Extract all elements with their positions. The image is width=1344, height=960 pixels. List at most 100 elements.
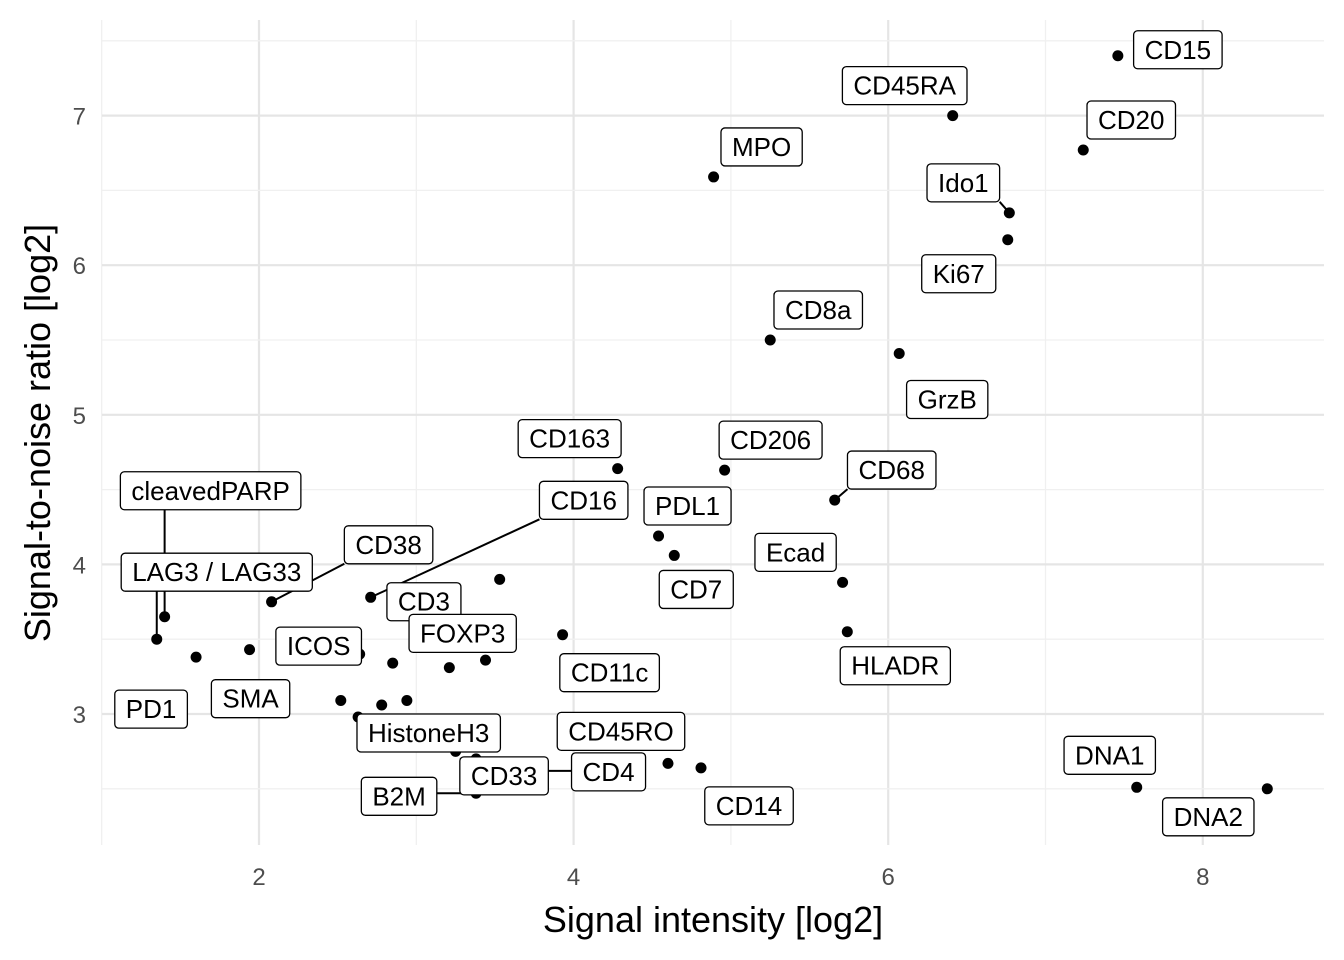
- point-label: CD45RA: [841, 65, 968, 106]
- point-label-text: CD45RO: [568, 716, 673, 746]
- y-tick-label: 4: [73, 552, 86, 579]
- point-label-box: [905, 379, 989, 420]
- point-label-text: B2M: [372, 781, 425, 811]
- point-label-box: [718, 420, 823, 460]
- point-label-text: CD20: [1098, 105, 1164, 135]
- data-point: [1002, 234, 1014, 246]
- point-label-box: [841, 65, 968, 106]
- x-tick-labels: 2 4 6 8: [252, 864, 1209, 891]
- x-tick-label: 8: [1196, 864, 1209, 891]
- point-label-text: PDL1: [655, 491, 720, 521]
- data-point: [443, 662, 455, 674]
- point-label-text: CD206: [730, 425, 811, 455]
- point-label-text: Ido1: [938, 168, 989, 198]
- point-label-box: [926, 163, 1001, 203]
- point-label-text: ICOS: [287, 631, 351, 661]
- data-point: [401, 695, 413, 707]
- x-axis-title: Signal intensity [log2]: [543, 899, 883, 940]
- point-label-text: CD68: [858, 455, 924, 485]
- point-label: CD8a: [773, 290, 864, 330]
- point-label-box: [517, 419, 622, 459]
- point-label: CD14: [704, 786, 794, 826]
- data-point: [190, 651, 202, 663]
- y-tick-label: 5: [73, 403, 86, 430]
- point-label-box: [459, 756, 549, 796]
- data-point: [662, 757, 674, 769]
- data-point: [1131, 781, 1143, 793]
- point-label-text: CD8a: [785, 295, 852, 325]
- data-point: [1261, 783, 1273, 795]
- point-label-text: CD38: [355, 530, 421, 560]
- grid-lines: [101, 20, 1324, 845]
- y-axis-title: Signal-to-noise ratio [log2]: [17, 224, 58, 642]
- point-label: CD7: [658, 569, 734, 610]
- point-labels: CD15 CD45RA CD20 MPO Ido1 Ki67 CD8a GrzB CD163 CD…: [114, 30, 1255, 837]
- data-point: [266, 596, 278, 608]
- point-label-box: [356, 713, 502, 753]
- y-tick-label: 3: [73, 702, 86, 729]
- point-label-box: [720, 127, 803, 167]
- point-label: HistoneH3: [356, 713, 502, 753]
- point-label: CD3: [386, 582, 462, 622]
- point-label: DNA1: [1063, 735, 1157, 775]
- x-tick-label: 4: [567, 864, 580, 891]
- point-label-text: MPO: [732, 132, 791, 162]
- point-label: B2M: [360, 776, 438, 816]
- data-point: [837, 576, 849, 588]
- data-point: [365, 591, 377, 603]
- data-point: [764, 334, 776, 346]
- point-label-text: PD1: [126, 694, 177, 724]
- point-label-box: [408, 613, 517, 654]
- data-point: [708, 171, 720, 183]
- data-point: [376, 699, 388, 711]
- point-label-box: [704, 786, 794, 826]
- point-label-text: DNA1: [1075, 740, 1144, 770]
- point-label: CD68: [846, 450, 937, 490]
- y-tick-labels: 3 4 5 6 7: [73, 104, 86, 729]
- data-point: [947, 110, 959, 122]
- point-label: HLADR: [839, 646, 952, 686]
- data-point: [668, 549, 680, 561]
- point-label-box: [754, 532, 837, 573]
- point-label: Ido1: [926, 163, 1001, 203]
- point-label-text: Ki67: [933, 259, 985, 289]
- point-label: Ecad: [754, 532, 837, 573]
- point-label-box: [921, 254, 997, 294]
- data-point: [151, 633, 163, 645]
- point-label-text: CD4: [583, 757, 635, 787]
- point-label-text: CD16: [550, 485, 616, 515]
- point-label-text: CD7: [670, 574, 722, 604]
- point-label-text: CD14: [716, 791, 782, 821]
- point-label-text: FOXP3: [420, 618, 505, 648]
- point-label: CD206: [718, 420, 823, 460]
- point-label-box: [360, 776, 438, 816]
- point-label-box: [119, 471, 302, 511]
- point-label: DNA2: [1161, 797, 1255, 837]
- data-point: [695, 762, 707, 774]
- point-label-box: [1086, 100, 1177, 140]
- y-tick-label: 7: [73, 104, 86, 131]
- data-point: [612, 463, 624, 475]
- point-label-box: [570, 752, 647, 792]
- data-point: [159, 611, 171, 623]
- point-label-text: HLADR: [851, 651, 939, 681]
- point-label-box: [538, 480, 629, 520]
- point-label: CD15: [1132, 30, 1223, 70]
- point-label-box: [839, 646, 952, 686]
- point-label: Ki67: [921, 254, 997, 294]
- point-label: SMA: [210, 679, 291, 719]
- data-point: [719, 464, 731, 476]
- data-point: [841, 626, 853, 638]
- point-label: PDL1: [643, 486, 732, 526]
- point-label-text: GrzB: [918, 384, 977, 414]
- point-label-text: cleavedPARP: [131, 476, 290, 506]
- point-label: CD11c: [559, 653, 661, 693]
- data-point: [893, 347, 905, 359]
- point-label-text: CD11c: [571, 658, 649, 688]
- point-label: CD33: [459, 756, 549, 796]
- point-label-text: Ecad: [766, 537, 825, 567]
- point-label-box: [120, 552, 313, 592]
- point-label: LAG3 / LAG33: [120, 552, 313, 592]
- point-label: MPO: [720, 127, 803, 167]
